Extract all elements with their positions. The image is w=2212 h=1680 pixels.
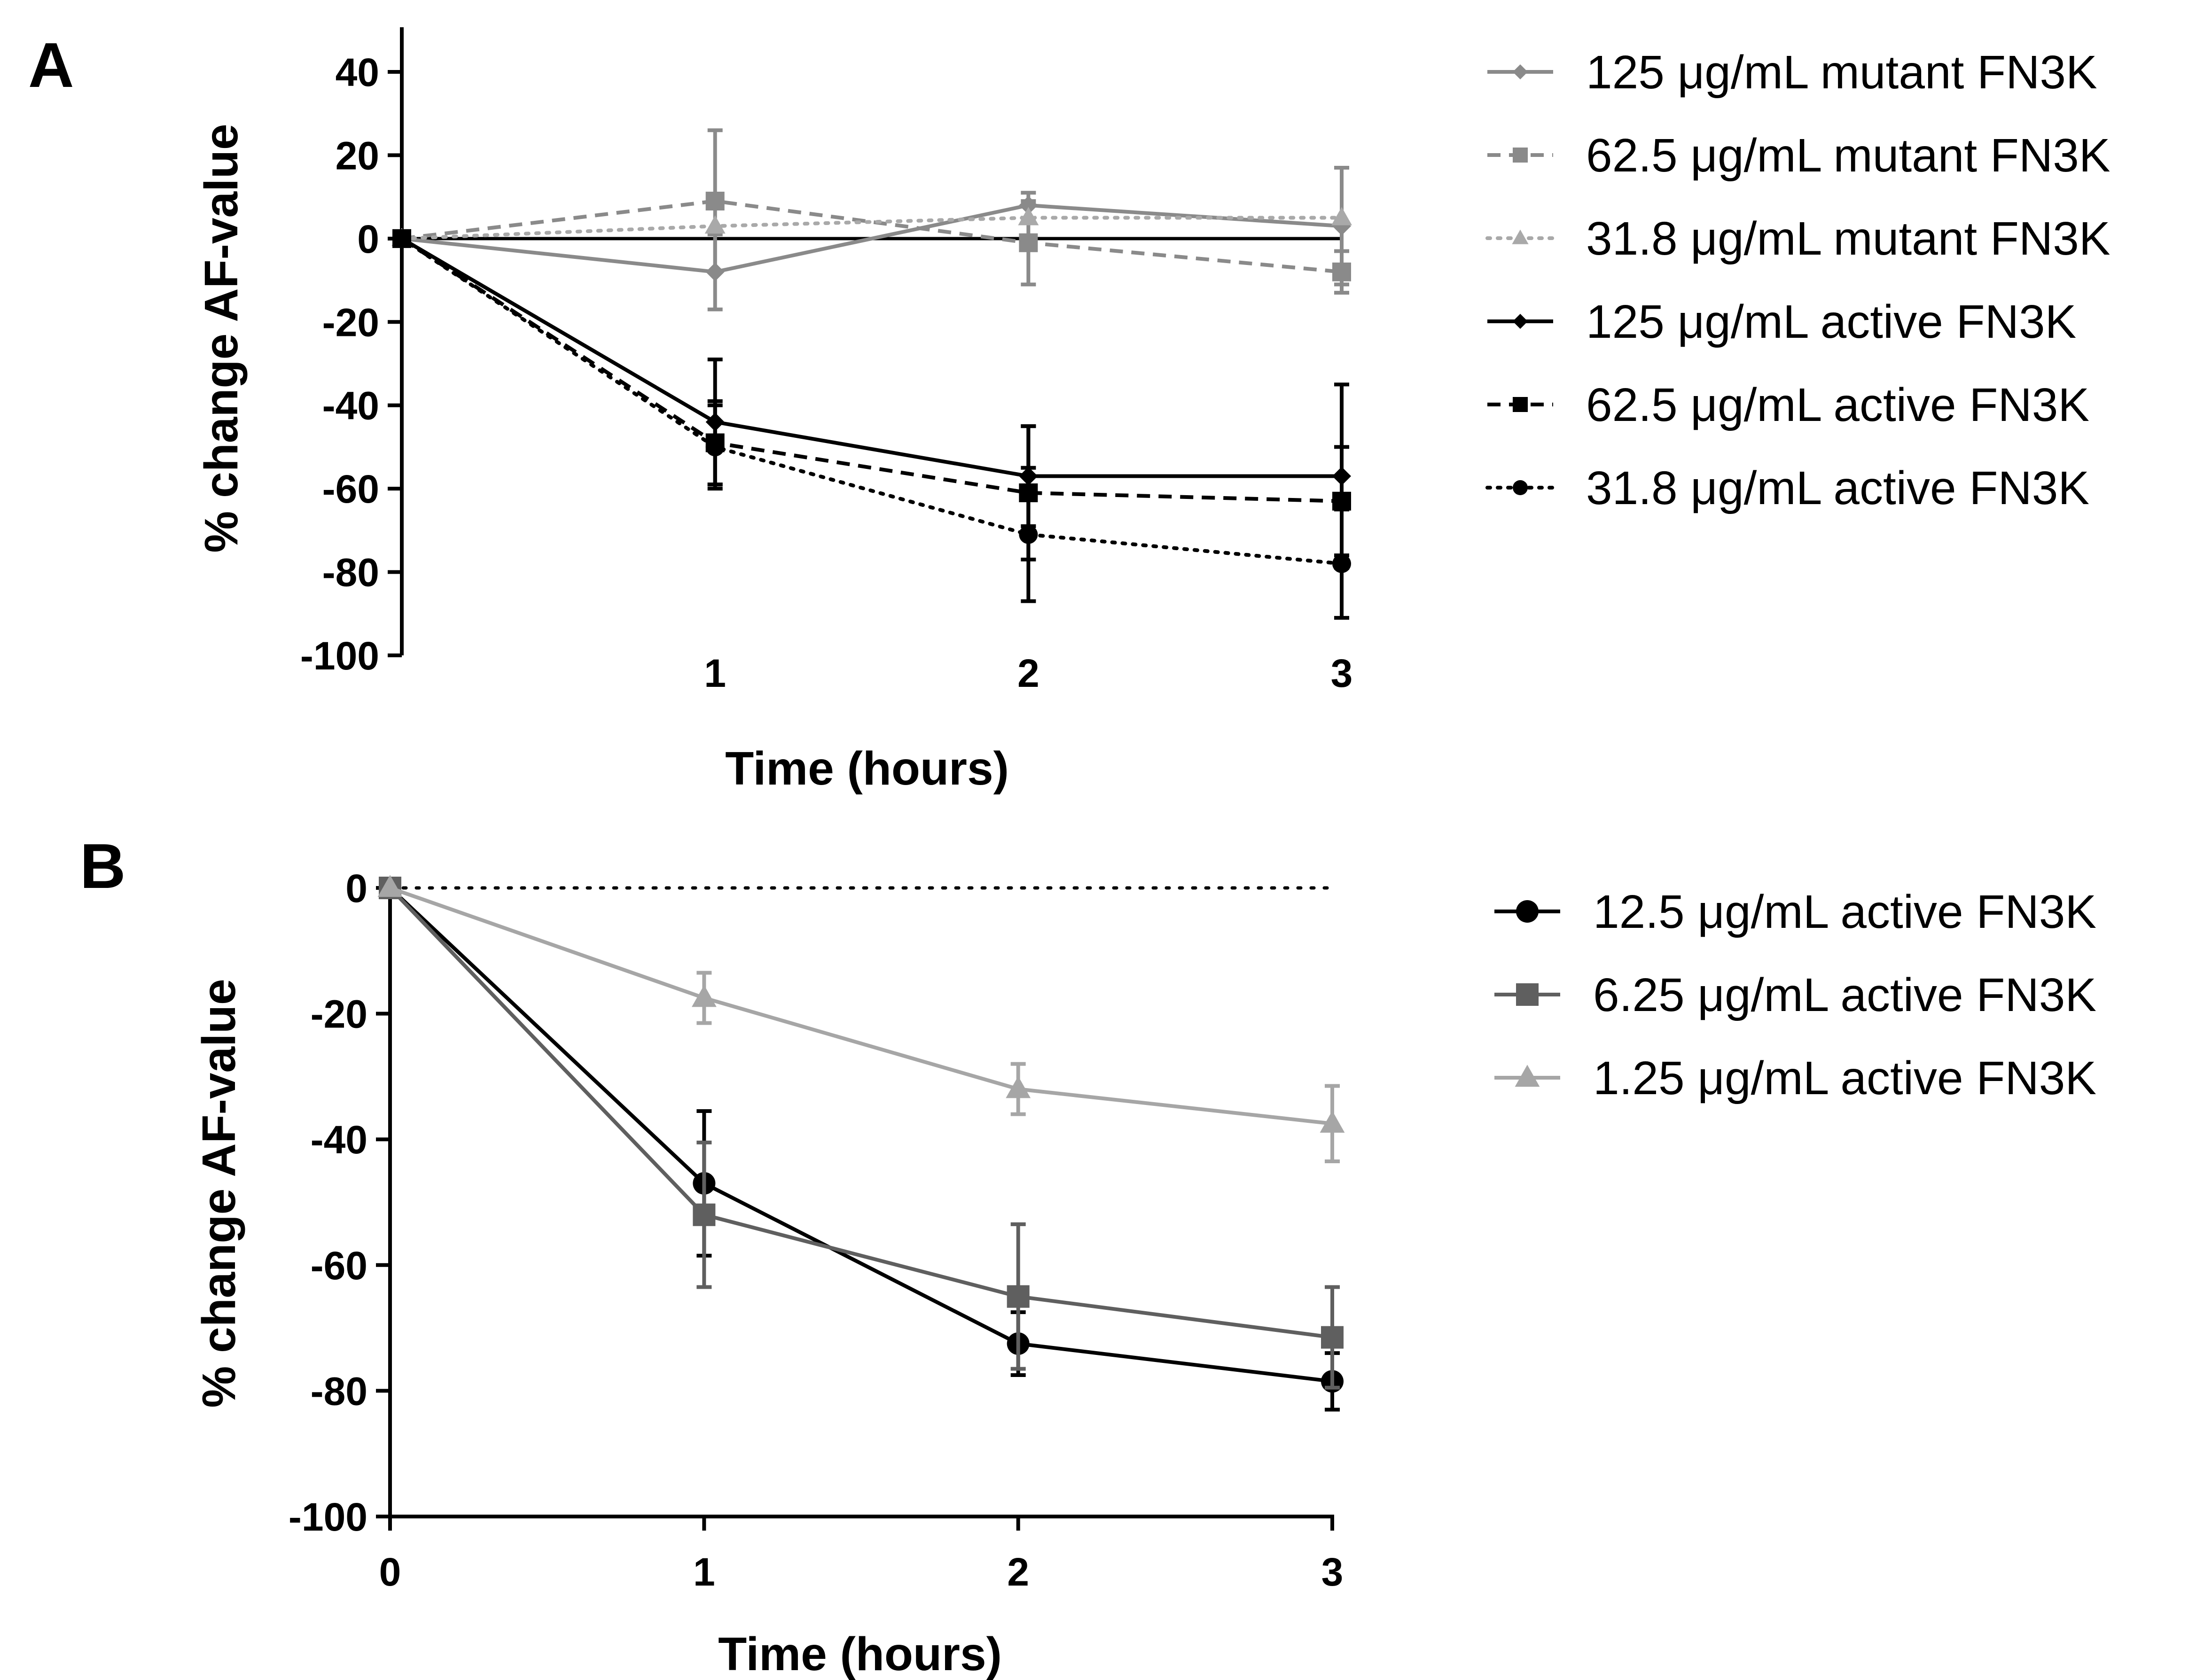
data-point [377,875,403,897]
panel-a-legend: 125 μg/mL mutant FN3K 62.5 μg/mL mutant F… [1485,46,2110,514]
y-tick-label: 20 [336,133,379,178]
series-2 [379,877,1344,1390]
legend-entry: 62.5 μg/mL mutant FN3K [1487,129,2110,182]
y-tick-label: -40 [311,1118,367,1162]
panel-b: B % change AF-value Time (hours) 0 -20 -40… [80,831,2096,1680]
y-tick-label: -100 [300,634,379,678]
x-tick-label: 1 [704,651,726,695]
x-tick-label: 1 [693,1550,715,1594]
legend-entry: 1.25 μg/mL active FN3K [1494,1052,2096,1104]
legend-entry: 125 μg/mL active FN3K [1487,296,2076,348]
data-point [1331,207,1352,226]
legend-label: 125 μg/mL mutant FN3K [1586,46,2097,99]
data-point [705,437,725,457]
panel-a: A % change AF-value Time (hours) 40 20 0 -2… [28,27,2110,795]
legend-entry: 31.8 μg/mL mutant FN3K [1485,212,2110,265]
y-tick-label: -20 [322,300,379,344]
x-tick-label: 3 [1321,1550,1344,1594]
legend-entry: 6.25 μg/mL active FN3K [1494,969,2096,1021]
data-point [1006,1076,1031,1098]
x-tick-label: 0 [379,1550,401,1594]
panel-b-x-axis-label: Time (hours) [718,1628,1002,1680]
legend-label: 12.5 μg/mL active FN3K [1593,886,2096,938]
panel-a-y-axis-label: % change AF-value [195,124,248,552]
series-line [389,887,1333,1339]
series-line [389,887,1333,1384]
legend-label: 1.25 μg/mL active FN3K [1593,1052,2096,1104]
legend-label: 6.25 μg/mL active FN3K [1593,969,2096,1021]
data-point [1019,233,1038,252]
legend-marker [1513,314,1528,329]
legend-entry: 62.5 μg/mL active FN3K [1487,379,2089,431]
series-1 [379,877,1344,1412]
legend-label: 62.5 μg/mL active FN3K [1586,379,2089,431]
data-point [1320,1111,1345,1133]
y-tick-label: 0 [345,866,367,910]
legend-marker [1513,480,1528,495]
y-tick-label: 40 [336,50,379,94]
series-line [389,886,1333,1126]
legend-entry: 31.8 μg/mL active FN3K [1485,462,2089,514]
legend-marker [1513,148,1528,163]
y-tick-label: -40 [322,384,379,428]
y-tick-label: -20 [311,992,367,1036]
legend-marker [1516,900,1539,923]
panel-b-letter: B [80,831,126,902]
y-tick-label: 0 [357,217,379,261]
data-point [704,215,726,234]
data-point [693,1203,716,1226]
data-point [1332,491,1351,511]
series-4 [392,229,1351,570]
legend-marker [1513,64,1528,79]
data-point [691,985,717,1007]
x-tick-label: 3 [1331,651,1353,695]
legend-label: 31.8 μg/mL mutant FN3K [1586,212,2110,265]
legend-marker [1515,1065,1540,1087]
series-line [400,237,1342,503]
data-point [1332,554,1351,573]
y-tick-label: -60 [311,1244,367,1288]
legend-marker [1512,229,1529,244]
legend-label: 62.5 μg/mL mutant FN3K [1586,129,2110,182]
legend-marker [1513,397,1528,412]
series-2 [392,128,1351,295]
series-6 [392,229,1351,620]
y-tick-label: -100 [289,1495,367,1539]
data-point [1007,1285,1030,1308]
data-point [705,192,725,211]
series-line [400,216,1344,241]
series-3 [377,875,1345,1164]
panel-a-plot-area: 40 20 0 -20 -40 -60 -80 -100 1 2 3 [300,27,1352,695]
panel-a-letter: A [28,30,74,101]
series-line [400,236,1344,566]
data-point [1018,207,1039,226]
legend-label: 125 μg/mL active FN3K [1586,296,2076,348]
panel-b-y-axis-label: % change AF-value [193,979,245,1408]
data-point [392,229,411,248]
legend-entry: 12.5 μg/mL active FN3K [1494,886,2096,938]
panel-b-plot-area: 0 -20 -40 -60 -80 -100 0 1 2 3 [289,866,1345,1594]
x-tick-label: 2 [1017,651,1040,695]
legend-marker [1516,983,1539,1006]
data-point [1332,262,1351,281]
panel-b-legend: 12.5 μg/mL active FN3K 6.25 μg/mL active … [1494,886,2096,1104]
data-point [1321,1326,1344,1349]
series-line [400,237,1342,478]
panel-a-x-axis-label: Time (hours) [725,742,1009,795]
y-tick-label: -80 [322,551,379,595]
x-tick-label: 2 [1007,1550,1029,1594]
y-tick-label: -80 [311,1369,367,1413]
y-tick-label: -60 [322,467,379,511]
series-line [401,199,1342,274]
data-point [1019,525,1038,544]
series-5 [392,229,1351,561]
series-line [401,203,1342,274]
legend-label: 31.8 μg/mL active FN3K [1586,462,2089,514]
legend-entry: 125 μg/mL mutant FN3K [1487,46,2097,99]
